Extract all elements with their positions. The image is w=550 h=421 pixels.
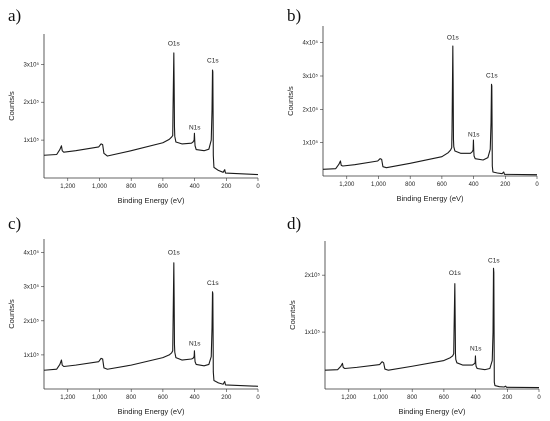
peak-label-n1s: N1s <box>470 345 482 352</box>
y-tick-label: 3x10⁵ <box>303 73 319 80</box>
panel-label-c: c) <box>8 214 22 233</box>
x-tick-label: 600 <box>437 182 448 188</box>
xps-panel-c: c) 1,200 1,000 800 600 400 200 0 1x10⁵ 2x10⁵ 3x10… <box>0 211 275 421</box>
spectrum-line <box>43 262 259 387</box>
x-tick-label: 600 <box>439 395 450 401</box>
peak-label-o1s: O1s <box>168 40 181 47</box>
y-tick-label: 1x10⁵ <box>303 140 319 147</box>
panel-label-a: a) <box>8 6 22 25</box>
x-tick-label: 0 <box>537 395 541 401</box>
peak-label-c1s: C1s <box>207 57 219 64</box>
peak-label-c1s: C1s <box>486 73 498 80</box>
spectrum-line <box>324 267 540 389</box>
x-tick-label: 400 <box>469 182 480 188</box>
peak-label-n1s: N1s <box>468 132 480 139</box>
x-tick-label: 1,200 <box>60 395 76 401</box>
y-tick-label: 2x10⁵ <box>24 318 40 325</box>
x-tick-label: 600 <box>158 395 169 401</box>
spectrum-line <box>322 45 538 176</box>
y-axis-title: Counts/s <box>7 299 16 329</box>
xps-chart-d: 1,200 1,000 800 600 400 200 0 1x10⁵ 2x10⁵ Binding… <box>288 241 541 416</box>
x-tick-label: 1,000 <box>371 182 387 188</box>
x-tick-label: 0 <box>256 184 260 190</box>
xps-chart-b: 1,200 1,000 800 600 400 200 0 1x10⁵ 2x10⁵ 3x10⁵ 4x… <box>286 26 539 203</box>
x-tick-label: 1,200 <box>60 184 76 190</box>
panel-label-b: b) <box>287 6 302 25</box>
x-tick-label: 1,000 <box>92 395 108 401</box>
x-tick-label: 800 <box>405 182 416 188</box>
x-tick-label: 200 <box>221 395 232 401</box>
y-tick-label: 3x10⁵ <box>24 61 40 68</box>
x-axis-title: Binding Energy (eV) <box>117 407 185 416</box>
xps-panel-a: a) 1,200 1,000 800 600 400 200 0 1x10⁵ 2x10⁵ 3x10… <box>0 0 275 210</box>
x-tick-label: 800 <box>126 184 137 190</box>
y-axis-title: Counts/s <box>286 86 295 116</box>
x-tick-label: 1,200 <box>339 182 355 188</box>
spectrum-line <box>43 52 259 176</box>
peak-label-n1s: N1s <box>189 124 201 131</box>
x-tick-label: 400 <box>190 184 201 190</box>
y-tick-label: 1x10⁵ <box>305 329 321 336</box>
peak-label-n1s: N1s <box>189 340 201 347</box>
peak-label-c1s: C1s <box>488 258 500 265</box>
x-tick-label: 800 <box>126 395 137 401</box>
x-tick-label: 200 <box>221 184 232 190</box>
xps-chart-a: 1,200 1,000 800 600 400 200 0 1x10⁵ 2x10⁵ 3x10⁵ Bi… <box>7 34 260 205</box>
y-tick-label: 2x10⁵ <box>303 106 319 113</box>
panel-label-d: d) <box>287 214 302 233</box>
x-tick-label: 400 <box>471 395 482 401</box>
y-tick-label: 2x10⁵ <box>305 272 321 279</box>
xps-panel-b: b) 1,200 1,000 800 600 400 200 0 1x10⁵ 2x10⁵ 3x10… <box>275 0 550 210</box>
x-tick-label: 200 <box>500 182 511 188</box>
y-tick-label: 3x10⁵ <box>24 284 40 291</box>
y-tick-label: 1x10⁵ <box>24 137 40 144</box>
y-tick-label: 4x10⁵ <box>303 40 319 47</box>
x-axis-title: Binding Energy (eV) <box>396 194 464 203</box>
y-axis-title: Counts/s <box>288 300 297 330</box>
x-tick-label: 800 <box>407 395 418 401</box>
x-axis-title: Binding Energy (eV) <box>117 196 185 205</box>
x-tick-label: 1,000 <box>92 184 108 190</box>
peak-label-o1s: O1s <box>447 34 460 41</box>
x-tick-label: 0 <box>535 182 539 188</box>
x-tick-label: 0 <box>256 395 260 401</box>
x-tick-label: 1,200 <box>341 395 357 401</box>
x-tick-label: 400 <box>190 395 201 401</box>
peak-label-o1s: O1s <box>168 249 181 256</box>
x-tick-label: 600 <box>158 184 169 190</box>
y-tick-label: 2x10⁵ <box>24 99 40 106</box>
y-tick-label: 1x10⁵ <box>24 352 40 359</box>
peak-label-c1s: C1s <box>207 280 219 287</box>
x-tick-label: 1,000 <box>373 395 389 401</box>
y-axis-title: Counts/s <box>7 91 16 121</box>
x-axis-title: Binding Energy (eV) <box>398 407 466 416</box>
peak-label-o1s: O1s <box>449 270 462 277</box>
y-tick-label: 4x10⁵ <box>24 250 40 257</box>
x-tick-label: 200 <box>502 395 513 401</box>
xps-panel-d: d) 1,200 1,000 800 600 400 200 0 1x10⁵ 2x10⁵ Bind… <box>275 211 550 421</box>
xps-chart-c: 1,200 1,000 800 600 400 200 0 1x10⁵ 2x10⁵ 3x10⁵ 4x… <box>7 239 260 416</box>
